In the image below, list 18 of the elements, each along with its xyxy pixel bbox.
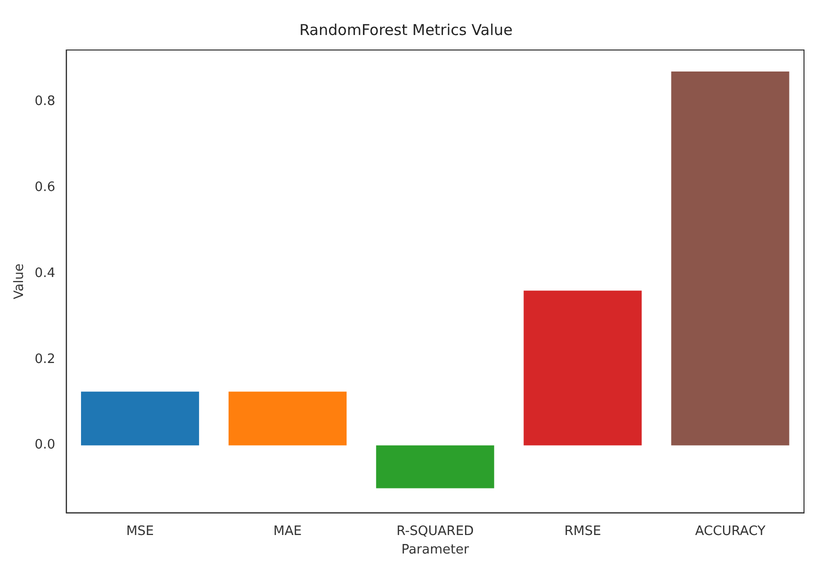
x-axis-title: Parameter xyxy=(401,542,470,558)
x-tick-label: R-SQUARED xyxy=(396,524,474,539)
y-tick-label: 0.0 xyxy=(34,438,56,453)
y-tick-label: 0.4 xyxy=(34,266,56,281)
x-tick-label: RMSE xyxy=(564,524,602,539)
x-tick-label: ACCURACY xyxy=(695,524,766,539)
x-tick-label: MSE xyxy=(126,524,154,539)
y-tick-label: 0.2 xyxy=(34,352,56,367)
bar xyxy=(671,71,790,446)
y-axis-title: Value xyxy=(12,264,28,300)
bar xyxy=(228,392,347,446)
bar xyxy=(81,392,200,446)
bar xyxy=(376,445,494,488)
y-tick-label: 0.8 xyxy=(34,94,56,109)
bar xyxy=(524,290,642,446)
x-tick-label: MAE xyxy=(273,524,302,539)
y-tick-label: 0.6 xyxy=(34,180,56,195)
chart-title: RandomForest Metrics Value xyxy=(299,20,513,39)
